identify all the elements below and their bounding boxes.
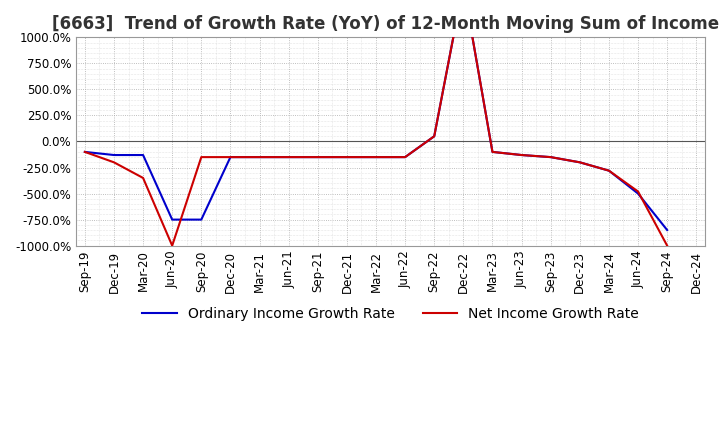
Ordinary Income Growth Rate	[139, 152, 148, 158]
Title: [6663]  Trend of Growth Rate (YoY) of 12-Month Moving Sum of Incomes: [6663] Trend of Growth Rate (YoY) of 12-…	[52, 15, 720, 33]
Ordinary Income Growth Rate	[168, 217, 176, 222]
Net Income Growth Rate	[255, 154, 264, 160]
Net Income Growth Rate	[430, 134, 438, 139]
Ordinary Income Growth Rate	[517, 152, 526, 158]
Net Income Growth Rate	[343, 154, 351, 160]
Net Income Growth Rate	[575, 160, 584, 165]
Net Income Growth Rate	[168, 243, 176, 248]
Ordinary Income Growth Rate	[197, 217, 206, 222]
Net Income Growth Rate	[605, 168, 613, 173]
Net Income Growth Rate	[109, 160, 118, 165]
Net Income Growth Rate	[517, 152, 526, 158]
Line: Ordinary Income Growth Rate: Ordinary Income Growth Rate	[85, 0, 667, 230]
Line: Net Income Growth Rate: Net Income Growth Rate	[85, 0, 667, 246]
Ordinary Income Growth Rate	[430, 134, 438, 139]
Net Income Growth Rate	[313, 154, 322, 160]
Net Income Growth Rate	[197, 154, 206, 160]
Ordinary Income Growth Rate	[401, 154, 410, 160]
Ordinary Income Growth Rate	[634, 191, 642, 196]
Ordinary Income Growth Rate	[313, 154, 322, 160]
Ordinary Income Growth Rate	[226, 154, 235, 160]
Net Income Growth Rate	[634, 189, 642, 194]
Ordinary Income Growth Rate	[109, 152, 118, 158]
Ordinary Income Growth Rate	[488, 149, 497, 154]
Ordinary Income Growth Rate	[605, 168, 613, 173]
Ordinary Income Growth Rate	[575, 160, 584, 165]
Legend: Ordinary Income Growth Rate, Net Income Growth Rate: Ordinary Income Growth Rate, Net Income …	[137, 301, 644, 326]
Net Income Growth Rate	[372, 154, 380, 160]
Ordinary Income Growth Rate	[546, 154, 555, 160]
Ordinary Income Growth Rate	[81, 149, 89, 154]
Ordinary Income Growth Rate	[255, 154, 264, 160]
Ordinary Income Growth Rate	[372, 154, 380, 160]
Net Income Growth Rate	[488, 149, 497, 154]
Net Income Growth Rate	[663, 243, 672, 248]
Net Income Growth Rate	[226, 154, 235, 160]
Net Income Growth Rate	[284, 154, 293, 160]
Net Income Growth Rate	[81, 149, 89, 154]
Net Income Growth Rate	[139, 175, 148, 180]
Net Income Growth Rate	[546, 154, 555, 160]
Ordinary Income Growth Rate	[663, 227, 672, 233]
Net Income Growth Rate	[401, 154, 410, 160]
Ordinary Income Growth Rate	[284, 154, 293, 160]
Ordinary Income Growth Rate	[343, 154, 351, 160]
